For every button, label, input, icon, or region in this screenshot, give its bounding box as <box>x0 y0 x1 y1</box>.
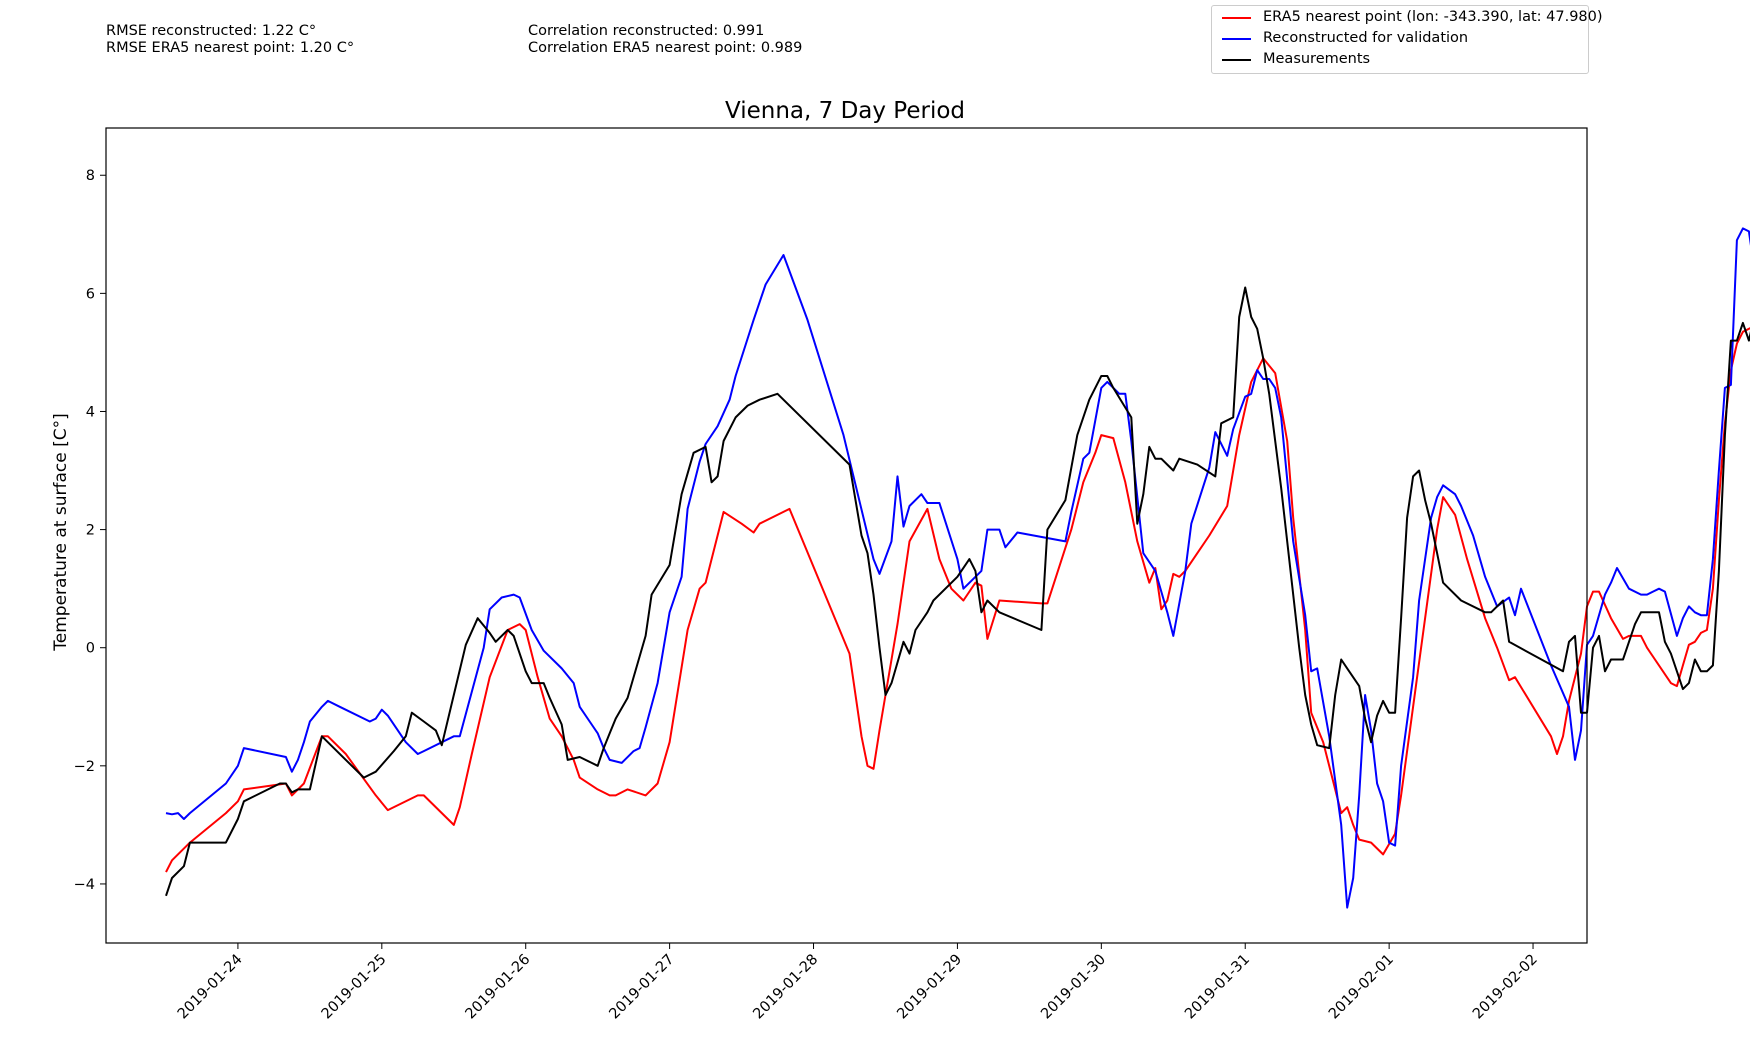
legend-swatch-reconstructed <box>1222 38 1251 40</box>
x-tick-label: 2019-01-31 <box>1182 952 1253 1023</box>
series-line-reconstructed <box>165 227 1750 909</box>
legend-label-era5: ERA5 nearest point (lon: -343.390, lat: … <box>1263 9 1603 25</box>
y-tick-label: 4 <box>86 404 95 420</box>
y-tick-label: −2 <box>74 759 95 775</box>
legend: ERA5 nearest point (lon: -343.390, lat: … <box>1211 5 1603 74</box>
y-tick-label: 6 <box>86 286 95 302</box>
x-tick-label: 2019-01-28 <box>750 952 821 1023</box>
x-tick-label: 2019-01-30 <box>1038 952 1109 1023</box>
x-tick-label: 2019-01-26 <box>463 952 534 1023</box>
rmse-era5: RMSE ERA5 nearest point: 1.20 C° <box>106 40 355 56</box>
legend-swatch-era5 <box>1222 17 1251 19</box>
x-tick-label: 2019-01-24 <box>175 952 246 1023</box>
corr-reconstructed: Correlation reconstructed: 0.991 <box>528 23 765 39</box>
series-layer <box>165 227 1750 909</box>
axes-layer: −4 −2 0 2 4 6 8 2019-01-24 2019-01-25 2019-01-26 2… <box>74 127 1588 1023</box>
legend-label-measurements: Measurements <box>1263 51 1371 67</box>
x-tick-label: 2019-02-02 <box>1470 952 1541 1023</box>
x-tick-label: 2019-01-27 <box>607 952 678 1023</box>
x-tick-label: 2019-01-29 <box>894 952 965 1023</box>
legend-swatch-measurements <box>1222 59 1251 61</box>
y-tick-label: −4 <box>74 877 95 893</box>
rmse-reconstructed: RMSE reconstructed: 1.22 C° <box>106 23 317 39</box>
y-tick-label: 8 <box>86 168 95 184</box>
corr-era5: Correlation ERA5 nearest point: 0.989 <box>528 40 803 56</box>
legend-label-reconstructed: Reconstructed for validation <box>1263 30 1469 46</box>
x-tick-label: 2019-02-01 <box>1326 952 1397 1023</box>
series-line-era5 <box>165 327 1750 873</box>
y-tick-label: 2 <box>86 523 95 539</box>
y-tick-label: 0 <box>86 641 95 657</box>
plot-frame <box>105 127 1588 944</box>
series-line-measurements <box>165 286 1750 897</box>
chart-title: Vienna, 7 Day Period <box>725 98 965 124</box>
x-tick-label: 2019-01-25 <box>319 952 390 1023</box>
y-axis-label: Temperature at surface [C°] <box>51 413 71 651</box>
